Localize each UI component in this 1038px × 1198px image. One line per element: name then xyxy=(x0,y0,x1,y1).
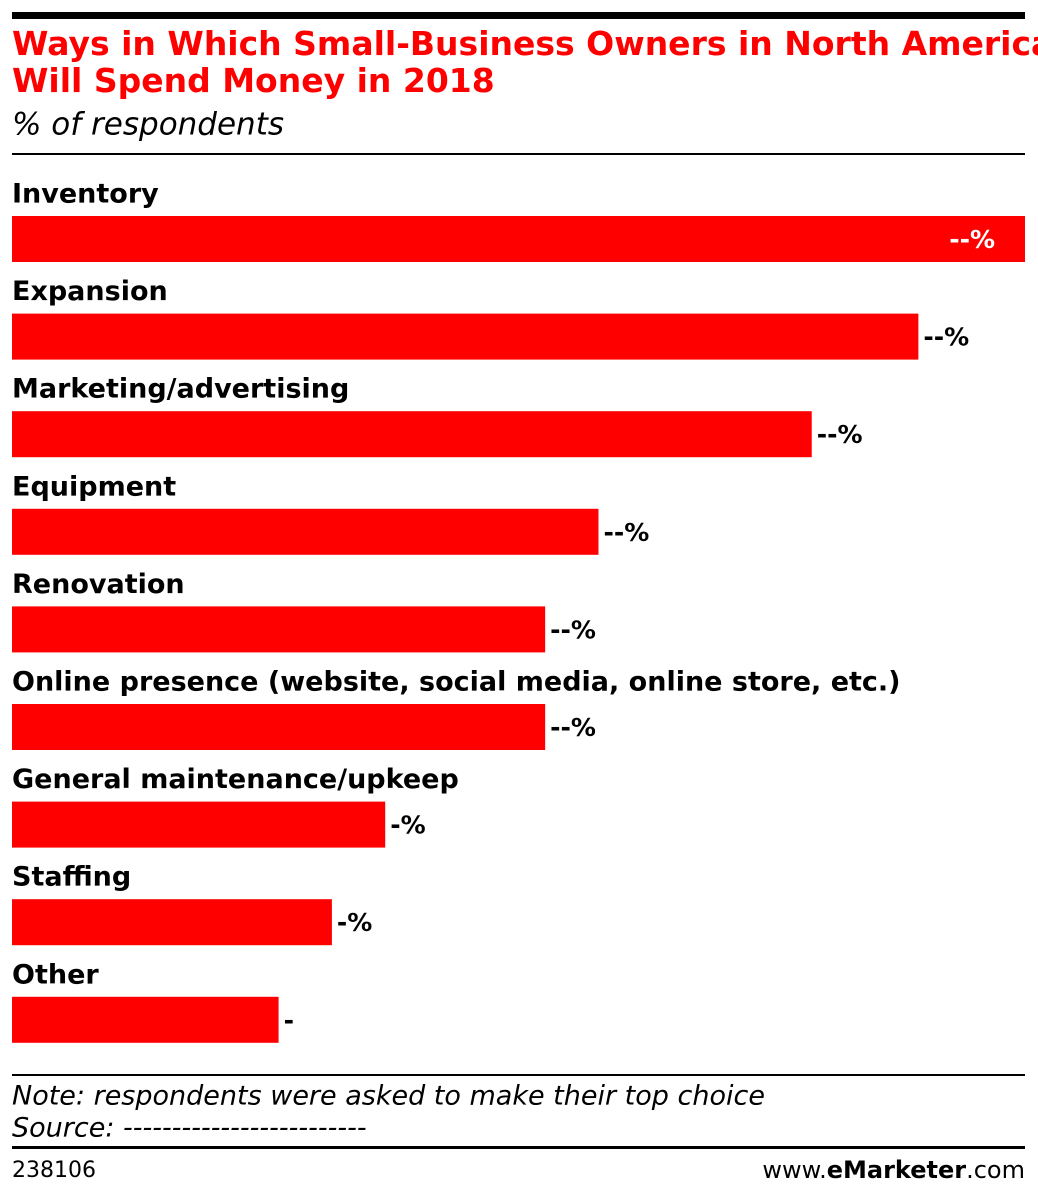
value-label: -% xyxy=(390,811,425,840)
category-label: Marketing/advertising xyxy=(12,374,349,405)
bar xyxy=(12,508,599,555)
value-label: --% xyxy=(817,420,863,449)
title-line: Ways in Which Small-Business Owners in N… xyxy=(12,24,1038,63)
brand: www.eMarketer.com xyxy=(762,1156,1025,1184)
chart-id: 238106 xyxy=(12,1158,96,1183)
note: Note: respondents were asked to make the… xyxy=(12,1081,765,1112)
title-line: Will Spend Money in 2018 xyxy=(12,61,495,100)
value-label: --% xyxy=(550,713,596,742)
bar xyxy=(12,996,279,1043)
source: Source: ------------------------- xyxy=(12,1113,367,1144)
top-rule xyxy=(12,12,1025,19)
category-label: Other xyxy=(12,959,99,990)
bar xyxy=(12,606,546,653)
bar xyxy=(12,704,546,750)
brand-suffix: .com xyxy=(966,1156,1025,1184)
value-label: --% xyxy=(550,615,596,644)
category-label: General maintenance/upkeep xyxy=(12,764,459,795)
category-label: Equipment xyxy=(12,471,176,502)
category-label: Staffing xyxy=(12,862,131,893)
brand-prefix: www. xyxy=(762,1156,826,1184)
bar xyxy=(12,899,332,946)
value-label: -% xyxy=(337,908,372,937)
bar xyxy=(12,216,1025,262)
footer-rule xyxy=(12,1074,1025,1076)
bottom-rule xyxy=(12,1146,1025,1149)
value-label: --% xyxy=(923,323,969,352)
header-rule xyxy=(12,153,1025,155)
category-label: Online presence (website, social media, … xyxy=(12,667,901,698)
bar xyxy=(12,801,386,848)
category-label: Inventory xyxy=(12,179,159,210)
bar xyxy=(12,411,812,458)
chart-title: Ways in Which Small-Business Owners in N… xyxy=(12,24,1038,100)
category-label: Expansion xyxy=(12,276,168,307)
value-label: --% xyxy=(949,225,995,254)
chart-subtitle: % of respondents xyxy=(12,107,284,143)
value-label: - xyxy=(284,1006,294,1035)
brand-name: eMarketer xyxy=(827,1156,967,1184)
value-label: --% xyxy=(603,518,649,547)
category-label: Renovation xyxy=(12,569,185,600)
bar xyxy=(12,313,919,360)
